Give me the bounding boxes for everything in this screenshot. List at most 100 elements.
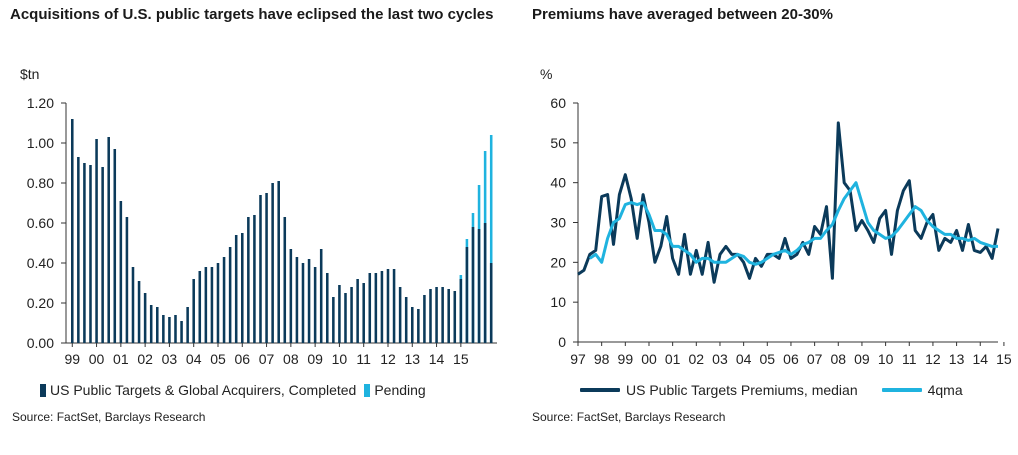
completed-bar: [241, 233, 244, 343]
x-tick-label: 11: [902, 351, 917, 367]
completed-bar: [477, 229, 481, 343]
x-tick-label: 12: [380, 351, 396, 367]
x-tick-label: 06: [783, 351, 799, 367]
y-tick-label: 10: [550, 294, 566, 310]
y-tick-label: 40: [550, 175, 566, 191]
completed-bar: [289, 249, 293, 343]
completed-bar: [411, 307, 414, 343]
completed-bar: [234, 235, 238, 343]
y-tick-label: 30: [550, 215, 566, 231]
x-tick-label: 11: [356, 351, 371, 367]
y-tick-label: 0.20: [27, 295, 54, 311]
completed-bar: [435, 287, 438, 343]
y-tick-label: 20: [550, 254, 566, 270]
completed-bar: [489, 263, 493, 343]
right-chart-panel: Premiums have averaged between 20-30% % …: [520, 0, 1018, 455]
y-tick-label: 50: [550, 135, 566, 151]
completed-bar: [156, 307, 159, 343]
completed-bar: [453, 291, 457, 343]
legend-qma-label: 4qma: [927, 382, 963, 398]
completed-bar: [71, 119, 74, 343]
completed-bar: [326, 273, 329, 343]
left-bar-chart: 0.00 0.20 0.40 0.60 0.80 1.00 1.20 99 00 01 02 03 04…: [27, 95, 497, 367]
x-tick-label: 97: [570, 351, 586, 367]
completed-bar: [186, 307, 189, 343]
x-tick-label: 98: [594, 351, 610, 367]
legend-item-pending: Pending: [364, 382, 426, 398]
y-tick-label: 1.00: [27, 135, 54, 151]
completed-bar: [77, 157, 80, 343]
x-tick-label: 02: [137, 351, 153, 367]
x-tick-label: 06: [234, 351, 250, 367]
completed-bar: [392, 269, 396, 343]
x-tick-label: 10: [878, 351, 894, 367]
completed-bar: [253, 215, 256, 343]
completed-bar: [429, 289, 432, 343]
x-tick-label: 99: [64, 351, 80, 367]
left-source-note: Source: FactSet, Barclays Research: [12, 410, 206, 424]
left-chart-panel: Acquisitions of U.S. public targets have…: [10, 6, 497, 424]
completed-bar: [113, 149, 117, 343]
completed-bar: [423, 295, 426, 343]
completed-bar: [265, 193, 268, 343]
right-chart-title: Premiums have averaged between 20-30%: [532, 6, 833, 23]
left-legend: US Public Targets & Global Acquirers, Co…: [40, 382, 434, 398]
completed-bar: [204, 267, 208, 343]
legend-item-median: US Public Targets Premiums, median: [580, 382, 858, 398]
completed-bar: [356, 279, 359, 343]
completed-bar: [162, 315, 165, 343]
completed-bar: [313, 267, 317, 343]
completed-bar: [247, 217, 250, 343]
completed-bar: [149, 305, 153, 343]
y-tick-label: 0.60: [27, 215, 54, 231]
completed-bar: [277, 181, 280, 343]
qma-swatch: [881, 388, 922, 392]
pending-swatch: [364, 383, 371, 397]
x-tick-label: 04: [186, 351, 202, 367]
x-tick-label: 08: [830, 351, 846, 367]
completed-bar: [380, 271, 384, 343]
x-tick-label: 00: [89, 351, 105, 367]
completed-bar: [228, 247, 232, 343]
x-tick-label: 08: [283, 351, 299, 367]
completed-bar: [417, 309, 420, 343]
completed-bar: [344, 293, 347, 343]
completed-bar: [465, 247, 469, 343]
x-tick-label: 01: [665, 351, 681, 367]
x-tick-label: 15: [996, 351, 1012, 367]
completed-bar: [483, 223, 487, 343]
completed-bar: [374, 273, 378, 343]
completed-bar: [368, 273, 372, 343]
x-tick-label: 05: [760, 351, 776, 367]
x-tick-label: 04: [736, 351, 752, 367]
completed-bar: [131, 267, 135, 343]
completed-bar: [283, 217, 287, 343]
x-tick-label: 03: [162, 351, 178, 367]
completed-bar: [259, 195, 262, 343]
completed-bar: [83, 163, 86, 343]
completed-bar: [198, 271, 202, 343]
y-tick-label: 0: [558, 334, 566, 350]
completed-bar: [295, 257, 299, 343]
completed-bar: [222, 257, 226, 343]
legend-item-completed: US Public Targets & Global Acquirers, Co…: [40, 382, 356, 398]
completed-bar: [216, 263, 220, 343]
completed-bar: [362, 283, 365, 343]
x-tick-label: 03: [712, 351, 728, 367]
legend-pending-label: Pending: [374, 382, 426, 398]
completed-bar: [89, 165, 92, 343]
completed-bar: [192, 279, 195, 343]
left-chart-title: Acquisitions of U.S. public targets have…: [10, 6, 494, 23]
right-source-note: Source: FactSet, Barclays Research: [532, 410, 726, 424]
y-tick-label: 0.40: [27, 255, 54, 271]
completed-bar: [168, 317, 171, 343]
legend-completed-label: US Public Targets & Global Acquirers, Co…: [50, 382, 357, 398]
completed-bar: [119, 201, 123, 343]
legend-median-label: US Public Targets Premiums, median: [626, 382, 858, 398]
x-tick-label: 15: [453, 351, 469, 367]
x-tick-label: 14: [429, 351, 445, 367]
legend-item-qma: 4qma: [881, 382, 963, 398]
x-tick-label: 09: [854, 351, 870, 367]
completed-bar: [180, 321, 183, 343]
completed-bar: [307, 259, 311, 343]
